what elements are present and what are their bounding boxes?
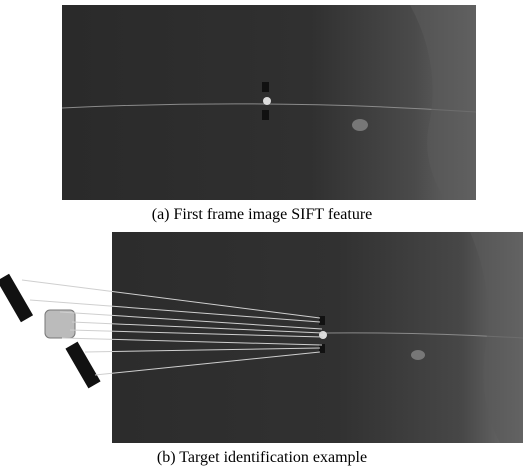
caption: (b) Target identification example bbox=[157, 449, 367, 466]
satellite-model bbox=[0, 274, 101, 389]
satellite-image bbox=[112, 232, 523, 443]
cloud bbox=[352, 119, 368, 131]
panel-a: (a) First frame image SIFT feature bbox=[62, 5, 476, 223]
panel-b: (b) Target identification example bbox=[0, 232, 523, 466]
figure: (a) First frame image SIFT feature (b) bbox=[0, 0, 523, 473]
caption: (a) First frame image SIFT feature bbox=[152, 206, 373, 223]
cloud bbox=[411, 350, 425, 360]
